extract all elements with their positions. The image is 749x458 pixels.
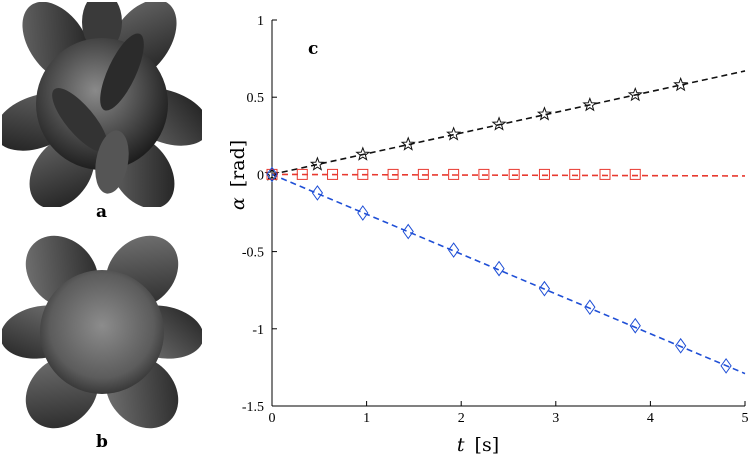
diamond-series-line [271, 173, 746, 375]
square-marker [417, 168, 429, 180]
square-marker [569, 168, 581, 180]
y-axis-label: α [rad] [227, 140, 249, 210]
diamond-marker [629, 317, 641, 334]
square-marker [478, 168, 490, 180]
star-marker [309, 156, 325, 171]
star-marker [627, 86, 643, 102]
star-marker [582, 96, 598, 112]
x-tick-label: 2 [458, 411, 465, 426]
square-marker [629, 168, 641, 180]
x-tick-label: 5 [742, 411, 749, 426]
square-marker [387, 168, 399, 180]
object-a-render [2, 2, 202, 207]
diamond-marker [538, 280, 551, 297]
x-axis-label: t [s] [457, 434, 499, 456]
diamond-marker [357, 205, 369, 221]
star-marker [536, 106, 552, 121]
square-marker [599, 168, 611, 180]
y-tick-label: -0.5 [242, 246, 264, 261]
diamond-marker [675, 337, 687, 354]
square-marker [296, 168, 308, 180]
square-series-line [271, 173, 746, 177]
x-axis-unit: [s] [475, 434, 500, 456]
x-tick-label: 3 [552, 411, 559, 426]
star-marker [400, 136, 416, 151]
star-marker [491, 116, 507, 131]
star-marker [446, 126, 462, 141]
star-marker [355, 146, 371, 161]
object-b-render [2, 235, 202, 429]
diamond-marker [584, 299, 596, 316]
y-tick-label: -1.5 [242, 400, 264, 415]
y-tick-label: 0 [257, 168, 264, 183]
y-axis-unit: [rad] [227, 140, 249, 187]
axes [271, 20, 745, 407]
panel-label-b: b [96, 432, 108, 452]
x-tick-label: 1 [363, 411, 370, 426]
y-tick-label: 0.5 [247, 91, 265, 106]
panel-label-a: a [96, 202, 108, 222]
diamond-marker [493, 260, 505, 277]
chart-annotation: c [308, 39, 318, 59]
diamond-marker [311, 185, 324, 201]
x-axis-variable: t [457, 434, 465, 456]
y-tick-label: 1 [257, 14, 264, 29]
x-tick-label: 4 [647, 411, 654, 426]
petals-a-front [52, 33, 144, 194]
diamond-marker [402, 223, 414, 240]
square-marker [538, 168, 550, 180]
series-lines [271, 70, 746, 375]
x-tick-label: 0 [269, 411, 276, 426]
square-marker [448, 168, 460, 180]
diamond-marker [266, 166, 278, 183]
ticks: 0 1 2 3 4 5 1 0.5 0 -0.5 -1 -1.5 [242, 14, 749, 426]
diamond-marker [448, 242, 460, 258]
y-tick-label: -1 [252, 323, 264, 338]
y-axis-variable: α [227, 197, 249, 210]
series-markers [264, 76, 732, 374]
square-marker [357, 168, 369, 180]
square-marker [327, 168, 339, 180]
star-series-line [271, 70, 746, 176]
square-marker [508, 168, 520, 180]
star-marker [673, 76, 689, 92]
diamond-marker [720, 357, 732, 374]
sphere-b [40, 270, 164, 394]
